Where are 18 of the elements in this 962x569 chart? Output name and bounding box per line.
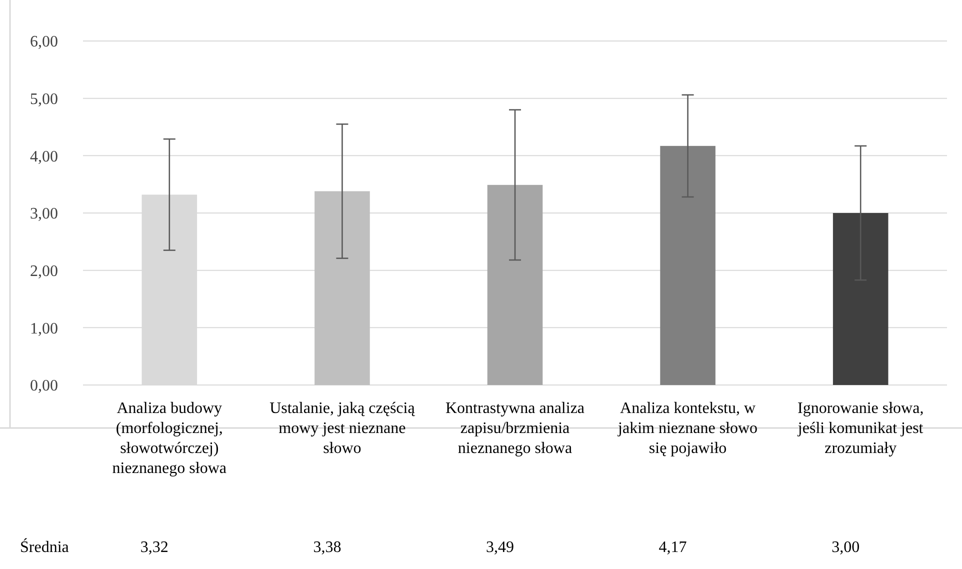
y-tick-label: 5,00 (30, 90, 58, 108)
x-tick-label: Ustalanie, jaką częścią mowy jest nieznane słowo (270, 400, 416, 457)
data-label: 4,17 (658, 539, 687, 556)
text: Średnia (20, 538, 69, 556)
x-tick-label: Kontrastywna analiza zapisu/brzmienia nieznanego słowa (445, 400, 585, 457)
data-label: 3,38 (313, 539, 342, 556)
y-tick-label: 2,00 (30, 262, 58, 280)
data-label: 3,32 (140, 539, 168, 556)
y-tick-label: 4,00 (30, 148, 58, 166)
y-tick-label: 3,00 (30, 206, 58, 223)
y-tick-label: 0,00 (30, 378, 58, 395)
x-tick-label: Analiza kontekstu, w jakim nieznane słowo się pojawiło (617, 400, 758, 457)
y-tick-label: 6,00 (30, 34, 58, 51)
data-label: 3,49 (486, 539, 514, 556)
y-tick-label: 1,00 (30, 320, 58, 338)
x-tick-label: Analiza budowy (morfologicznej, słowotwórczej) nieznanego słowa (112, 400, 226, 477)
data-label: 3,00 (832, 539, 860, 556)
x-tick-label: Ignorowanie słowa, jeśli komunikat jest zrozumiały (796, 400, 924, 457)
